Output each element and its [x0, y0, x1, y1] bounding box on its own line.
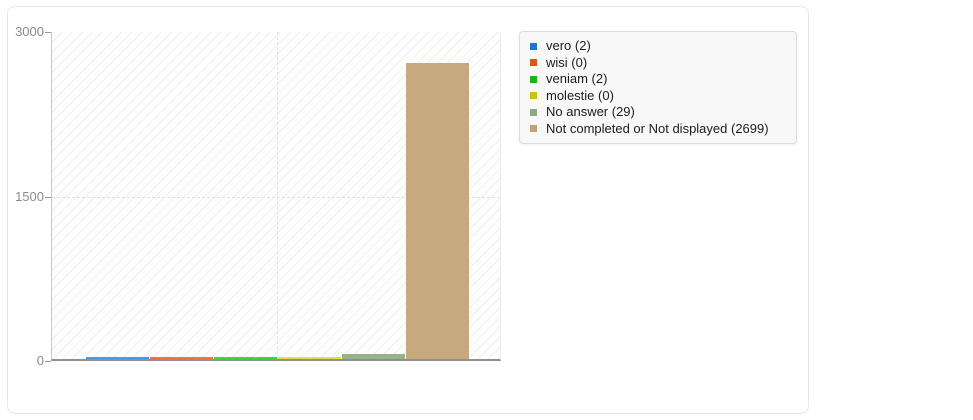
- legend-swatch-icon: [530, 92, 537, 100]
- legend-item: Not completed or Not displayed (2699): [530, 121, 786, 138]
- legend-swatch-icon: [530, 108, 537, 116]
- legend: vero (2) wisi (0) veniam (2) molestie (0) No…: [519, 31, 797, 144]
- legend-label: molestie (0): [546, 87, 614, 103]
- legend-label: Not completed or Not displayed (2699): [546, 120, 769, 136]
- bar-no-answer[interactable]: [342, 353, 405, 359]
- legend-swatch-icon: [530, 125, 537, 133]
- bar-not-completed-or-not-displayed[interactable]: [406, 62, 469, 359]
- bar-wisi[interactable]: [150, 357, 213, 359]
- legend-item: No answer (29): [530, 104, 786, 121]
- legend-item: molestie (0): [530, 88, 786, 105]
- horizontal-gridline: [52, 196, 500, 198]
- legend-item: veniam (2): [530, 71, 786, 88]
- bar-veniam[interactable]: [214, 356, 277, 359]
- plot-area: [51, 32, 501, 361]
- legend-swatch-icon: [530, 75, 537, 83]
- legend-label: wisi (0): [546, 54, 588, 70]
- bar-vero[interactable]: [86, 356, 149, 359]
- y-axis-label: 1500: [15, 188, 44, 204]
- legend-swatch-icon: [530, 59, 537, 67]
- legend-label: vero (2): [546, 38, 591, 54]
- legend-item: wisi (0): [530, 55, 786, 72]
- legend-label: veniam (2): [546, 71, 608, 87]
- legend-label: No answer (29): [546, 104, 635, 120]
- bar-molestie[interactable]: [278, 357, 341, 359]
- y-axis-tick: [45, 32, 51, 33]
- y-axis-tick: [45, 196, 51, 198]
- legend-item: vero (2): [530, 38, 786, 55]
- y-axis-tick: [45, 361, 51, 362]
- vertical-gridline: [277, 32, 278, 359]
- legend-swatch-icon: [530, 42, 537, 50]
- y-axis-label: 3000: [15, 24, 44, 39]
- y-axis-label: 0: [36, 353, 44, 368]
- chart-panel: 0 1500 3000 vero (2) wisi (0) veniam (2) mole…: [7, 6, 809, 414]
